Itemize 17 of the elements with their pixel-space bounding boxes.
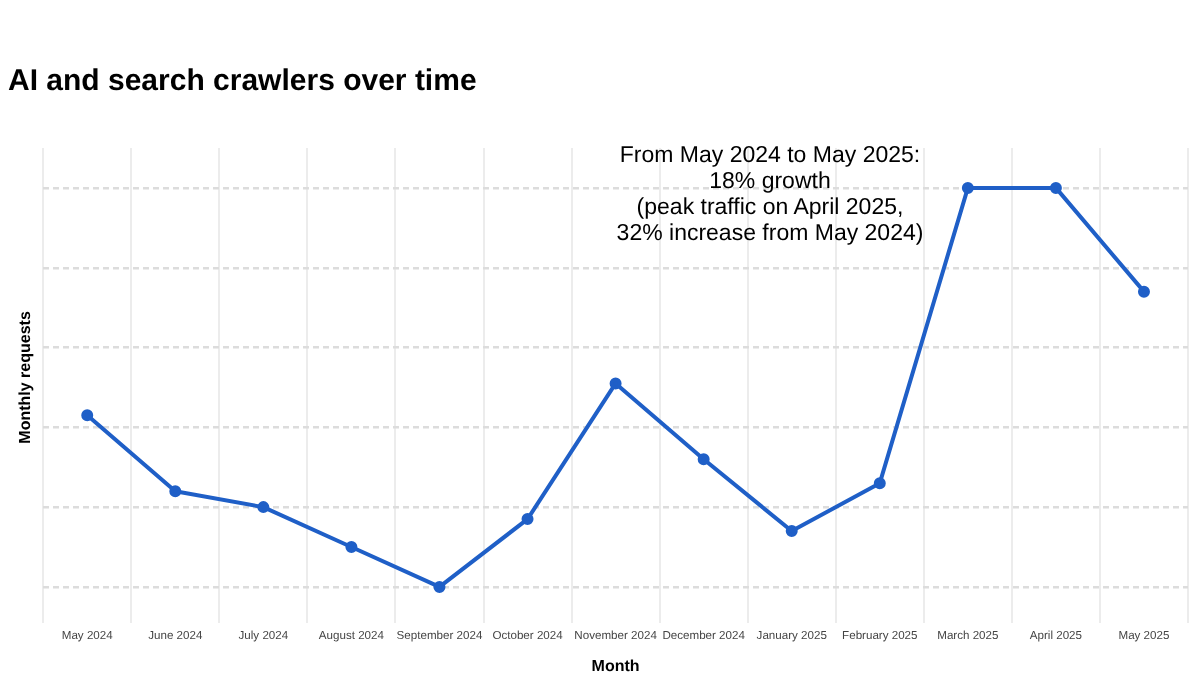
point <box>345 541 358 554</box>
point <box>961 181 974 194</box>
point <box>81 409 94 422</box>
annotation: From May 2024 to May 2025: 18% growth (peak traffic on April 2025, 32% increase from May 2024) <box>614 144 926 248</box>
point <box>257 501 270 514</box>
x-axis-title: Month <box>591 656 640 675</box>
point <box>873 477 886 490</box>
point <box>1137 285 1150 298</box>
point <box>1049 181 1062 194</box>
point <box>433 580 446 593</box>
y-axis-title: Monthly requests <box>16 310 35 444</box>
point <box>697 453 710 466</box>
point <box>169 485 182 498</box>
point <box>609 377 622 390</box>
chart-title: AI and search crawlers over time <box>8 64 477 99</box>
point <box>785 525 798 538</box>
point <box>521 513 534 526</box>
